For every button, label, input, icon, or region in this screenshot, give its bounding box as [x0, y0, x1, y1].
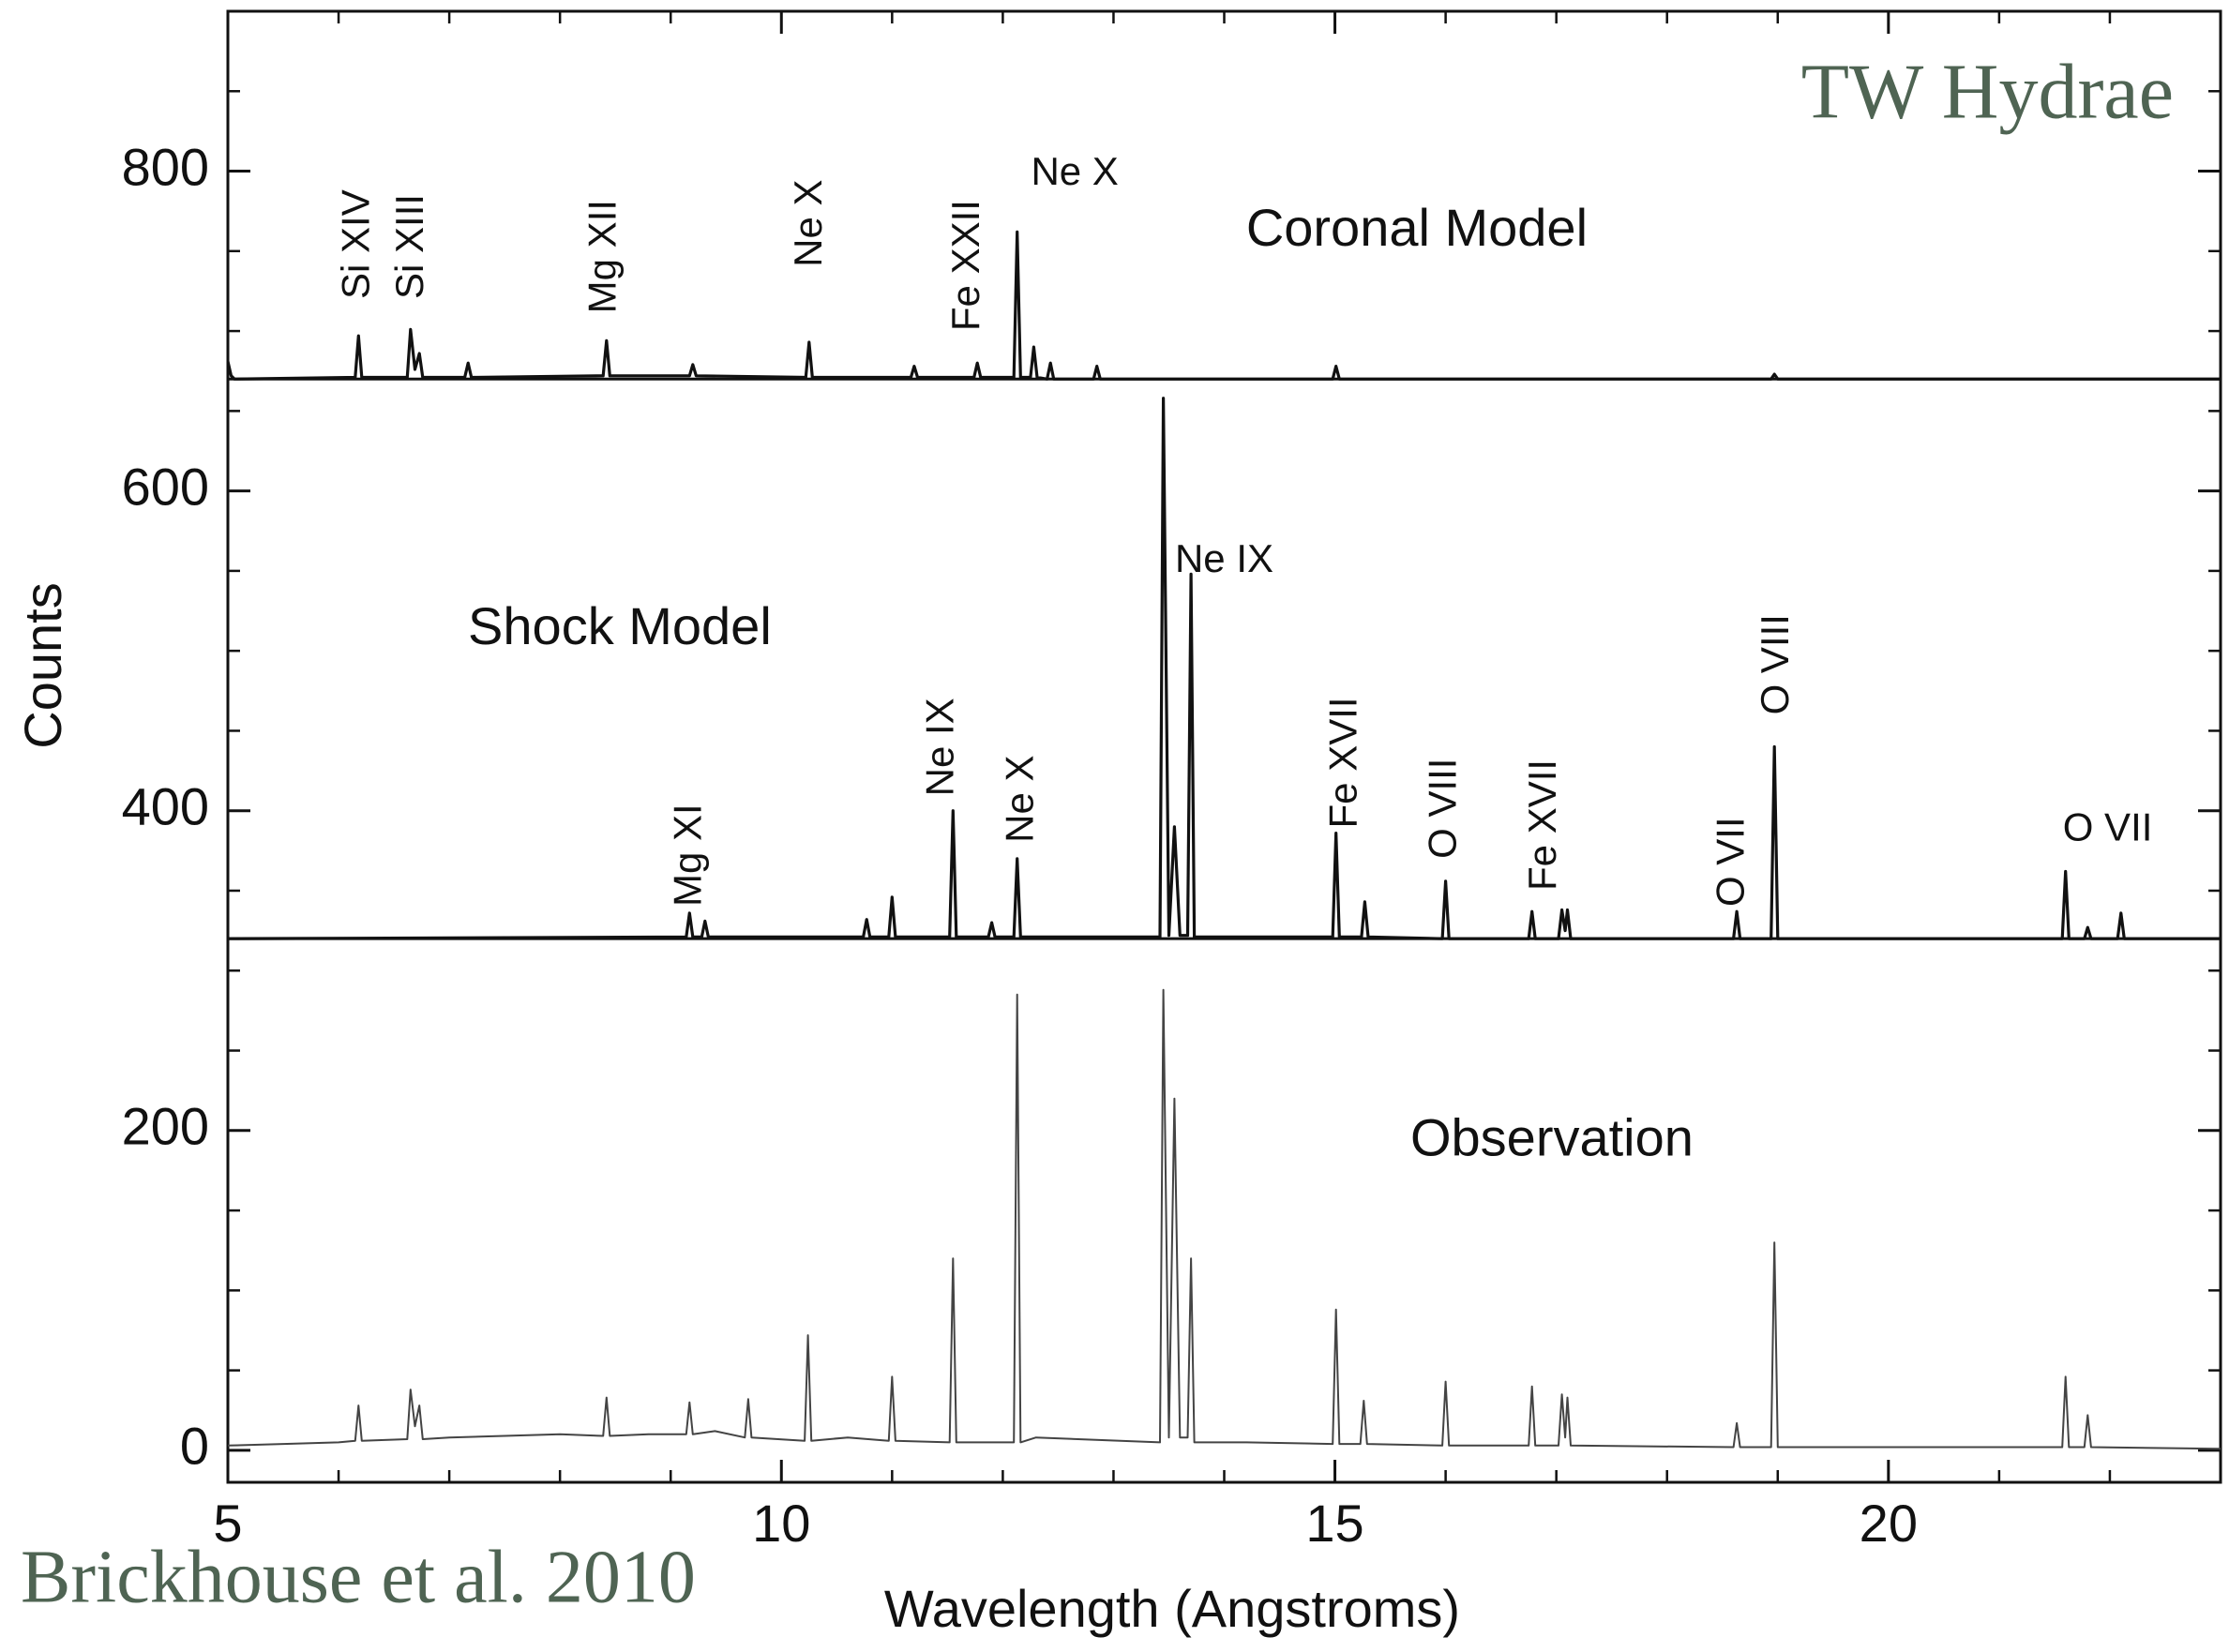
y-tick-label: 600 [122, 457, 209, 516]
line-label: Si XIII [387, 194, 431, 299]
x-tick-label: 10 [752, 1494, 810, 1553]
line-label: O VII [2063, 804, 2153, 849]
line-label: Ne X [1031, 149, 1118, 193]
panel-label: Shock Model [468, 596, 772, 655]
x-axis-label: Wavelength (Angstroms) [884, 1579, 1460, 1638]
line-label: Ne IX [918, 698, 962, 796]
line-label: Fe XVII [1520, 759, 1564, 891]
spectrum-line [226, 230, 2221, 381]
y-tick-label: 400 [122, 777, 209, 836]
spectrum-line [227, 397, 2221, 940]
chart-title: TW Hydrae [1801, 48, 2174, 135]
x-tick-label: 5 [213, 1494, 242, 1553]
plot-frame [226, 9, 2222, 1484]
line-label: O VIII [1753, 614, 1797, 714]
y-tick-label: 200 [122, 1097, 209, 1156]
line-label: Si XIV [333, 189, 377, 299]
y-tick-label: 800 [122, 137, 209, 196]
line-label: Mg XII [580, 200, 625, 313]
line-label: Fe XXII [943, 200, 987, 331]
line-label: Fe XVII [1320, 697, 1364, 828]
line-label: O VIII [1421, 758, 1465, 859]
line-label: O VII [1709, 817, 1753, 907]
x-tick-label: 20 [1860, 1494, 1918, 1553]
y-tick-label: 0 [180, 1417, 209, 1476]
source-note: Brickhouse et al. 2010 [21, 1536, 696, 1618]
spectrum-line [227, 988, 2221, 1450]
line-label: Ne X [998, 755, 1042, 842]
line-label: Mg XI [666, 803, 710, 907]
line-label: Ne X [786, 179, 830, 266]
y-axis-label: Counts [13, 582, 72, 748]
line-label: Ne IX [1175, 536, 1273, 580]
x-tick-label: 15 [1305, 1494, 1363, 1553]
panel-label: Observation [1410, 1108, 1694, 1167]
panel-label: Coronal Model [1246, 198, 1588, 257]
